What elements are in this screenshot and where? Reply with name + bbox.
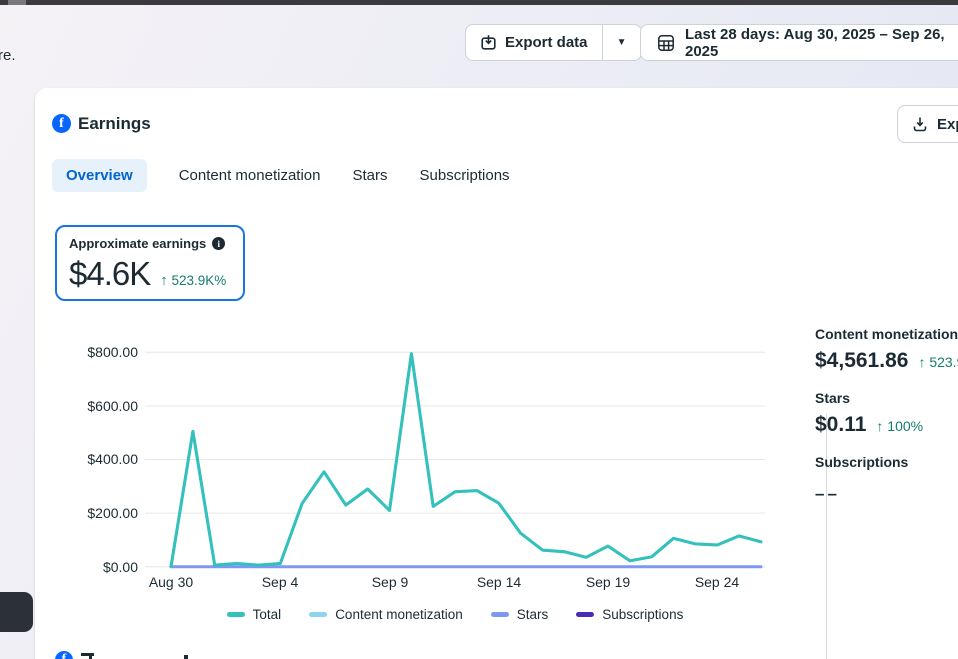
approximate-earnings-label: Approximate earnings bbox=[69, 236, 206, 251]
facebook-logo-icon: f bbox=[52, 114, 71, 133]
legend-item-total: Total bbox=[227, 607, 282, 622]
y-axis-tick: $800.00 bbox=[58, 343, 138, 361]
legend-label: Content monetization bbox=[335, 607, 463, 622]
collapsed-side-tab[interactable] bbox=[0, 592, 33, 632]
date-range-button[interactable]: Last 28 days: Aug 30, 2025 – Sep 26, 202… bbox=[640, 24, 958, 61]
stat-label: Content monetization bbox=[815, 326, 958, 342]
x-axis-tick: Sep 19 bbox=[568, 574, 648, 590]
legend-item-content-monetization: Content monetization bbox=[309, 607, 463, 622]
y-axis-tick: $200.00 bbox=[58, 504, 138, 522]
export-options-caret-button[interactable]: ▼ bbox=[602, 25, 641, 60]
x-axis-tick: Sep 24 bbox=[677, 574, 757, 590]
export-tray-icon bbox=[480, 34, 497, 51]
top-strip-segment bbox=[8, 0, 26, 5]
export-data-split-button[interactable]: Export data ▼ bbox=[465, 24, 642, 61]
stat-block-content-monetization: Content monetization $4,561.86 ↑ 523.9K% bbox=[815, 326, 958, 373]
y-axis-tick: $400.00 bbox=[58, 450, 138, 468]
export-data-label: Export data bbox=[505, 34, 588, 51]
legend-label: Subscriptions bbox=[602, 607, 683, 622]
partial-title-glyph bbox=[81, 653, 94, 656]
approximate-earnings-trend: ↑ 523.9K% bbox=[160, 272, 226, 289]
earnings-chart-plot bbox=[145, 340, 765, 580]
x-axis-tick: Sep 4 bbox=[240, 574, 320, 590]
series-line-content-monetization bbox=[171, 354, 761, 567]
approximate-earnings-card[interactable]: Approximate earnings i $4.6K ↑ 523.9K% bbox=[55, 225, 245, 301]
legend-label: Stars bbox=[517, 607, 549, 622]
screen: re. Export data ▼ bbox=[0, 0, 958, 659]
stat-trend: ↑ 523.9K% bbox=[918, 354, 958, 370]
trend-up-arrow: ↑ bbox=[160, 272, 168, 289]
legend-item-stars: Stars bbox=[491, 607, 549, 622]
y-axis-tick: $600.00 bbox=[58, 397, 138, 415]
legend-swatch bbox=[309, 612, 327, 617]
approximate-earnings-value: $4.6K bbox=[69, 255, 150, 293]
export-data-button[interactable]: Export data bbox=[466, 25, 602, 60]
vertical-divider bbox=[826, 414, 827, 659]
subscriptions-no-data: –– bbox=[815, 484, 958, 504]
x-axis-tick: Aug 30 bbox=[131, 574, 211, 590]
card-export-button[interactable]: Export bbox=[897, 105, 958, 143]
legend-swatch bbox=[491, 612, 509, 617]
legend-swatch bbox=[227, 612, 245, 617]
stat-block-stars: Stars $0.11 ↑ 100% bbox=[815, 390, 958, 437]
stat-label: Stars bbox=[815, 390, 958, 406]
tab-overview[interactable]: Overview bbox=[52, 159, 147, 192]
download-icon bbox=[912, 116, 928, 132]
y-axis-tick: $0.00 bbox=[58, 558, 138, 576]
legend-label: Total bbox=[253, 607, 282, 622]
stat-trend: ↑ 100% bbox=[876, 418, 923, 434]
tab-stars[interactable]: Stars bbox=[352, 159, 387, 192]
sidebar-partial-text: re. bbox=[0, 47, 16, 64]
legend-item-subscriptions: Subscriptions bbox=[576, 607, 683, 622]
tab-content-monetization[interactable]: Content monetization bbox=[179, 159, 321, 192]
page-title: Earnings bbox=[78, 114, 151, 134]
card-export-label: Export bbox=[937, 116, 958, 133]
legend-swatch bbox=[576, 612, 594, 617]
calendar-grid-icon bbox=[657, 34, 675, 52]
date-range-label: Last 28 days: Aug 30, 2025 – Sep 26, 202… bbox=[685, 26, 955, 60]
partial-title-glyph bbox=[184, 655, 188, 659]
x-axis-tick: Sep 14 bbox=[459, 574, 539, 590]
stat-label: Subscriptions bbox=[815, 454, 958, 470]
next-section-partial: f bbox=[55, 651, 188, 659]
stat-value: $4,561.86 bbox=[815, 349, 908, 373]
facebook-logo-icon: f bbox=[55, 651, 73, 659]
earnings-card: f Earnings Export Overview Content moneti… bbox=[35, 88, 958, 659]
chart-legend: Total Content monetization Stars Subscripti… bbox=[145, 607, 765, 622]
earnings-tabs: Overview Content monetization Stars Subscri… bbox=[52, 158, 510, 192]
stat-value: $0.11 bbox=[815, 413, 866, 437]
partial-title-glyph bbox=[89, 653, 92, 659]
tab-subscriptions[interactable]: Subscriptions bbox=[420, 159, 510, 192]
info-icon[interactable]: i bbox=[212, 237, 225, 250]
top-window-strip bbox=[0, 0, 958, 5]
x-axis-tick: Sep 9 bbox=[350, 574, 430, 590]
earnings-chart: Total Content monetization Stars Subscripti… bbox=[58, 340, 798, 640]
caret-down-icon: ▼ bbox=[617, 37, 627, 48]
stat-block-subscriptions: Subscriptions –– bbox=[815, 454, 958, 504]
series-line-total bbox=[171, 354, 761, 567]
